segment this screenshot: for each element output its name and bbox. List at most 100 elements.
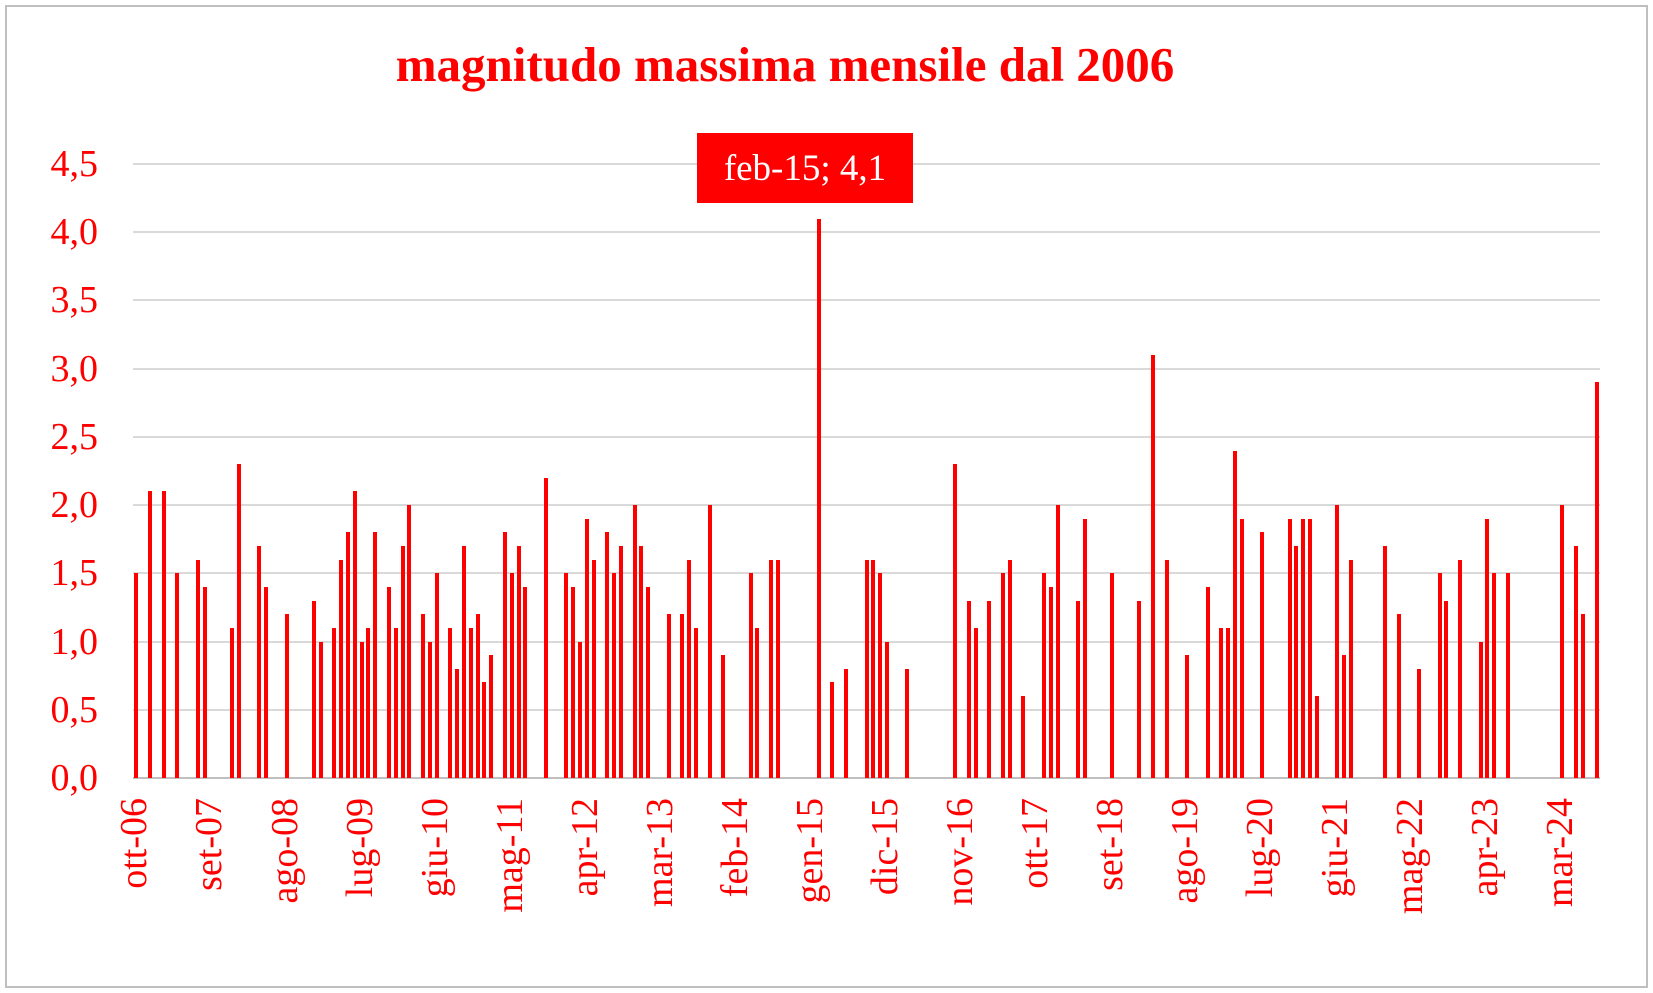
bar-mag-14[interactable] [755, 627, 760, 778]
bar-dic-16[interactable] [966, 600, 971, 778]
bar-mar-09[interactable] [332, 627, 337, 778]
bar-feb-15[interactable] [816, 218, 821, 778]
bar-ott-11[interactable] [543, 477, 548, 778]
bar-lug-21[interactable] [1342, 655, 1347, 778]
bar-mag-10[interactable] [427, 641, 432, 778]
bar-lug-12[interactable] [605, 532, 610, 778]
bar-apr-23[interactable] [1485, 518, 1490, 778]
bar-ago-12[interactable] [612, 573, 617, 778]
bar-dic-09[interactable] [393, 627, 398, 778]
bar-ago-14[interactable] [775, 559, 780, 778]
bar-apr-20[interactable] [1239, 518, 1244, 778]
bar-mar-20[interactable] [1232, 450, 1237, 778]
max-value-data-label[interactable]: feb-15; 4,1 [697, 133, 913, 203]
bar-nov-12[interactable] [632, 505, 637, 778]
bar-mag-09[interactable] [345, 532, 350, 778]
bar-mag-17[interactable] [1000, 573, 1005, 778]
bar-gen-12[interactable] [564, 573, 569, 778]
bar-mag-18[interactable] [1082, 518, 1087, 778]
bar-lug-07[interactable] [195, 559, 200, 778]
bar-feb-21[interactable] [1308, 518, 1312, 778]
bar-giu-22[interactable] [1417, 668, 1422, 778]
bar-dic-15[interactable] [884, 641, 889, 778]
bar-mar-21[interactable] [1314, 696, 1319, 778]
bar-giu-09[interactable] [352, 491, 357, 778]
bar-giu-11[interactable] [516, 546, 521, 778]
bar-gen-10[interactable] [400, 546, 405, 778]
bar-ago-19[interactable] [1185, 655, 1190, 778]
bar-nov-20[interactable] [1287, 518, 1292, 778]
bar-ago-08[interactable] [284, 614, 289, 778]
bar-dic-22[interactable] [1458, 559, 1463, 778]
bar-apr-07[interactable] [175, 573, 180, 778]
bar-apr-09[interactable] [339, 559, 344, 778]
bar-mag-24[interactable] [1574, 546, 1579, 778]
bar-gen-18[interactable] [1055, 505, 1060, 778]
bar-lug-13[interactable] [687, 559, 692, 778]
bar-feb-10[interactable] [407, 505, 412, 778]
bar-mar-16[interactable] [905, 668, 910, 778]
bar-gen-19[interactable] [1137, 600, 1142, 778]
bar-ago-09[interactable] [366, 627, 371, 778]
bar-feb-12[interactable] [571, 586, 576, 778]
bar-ago-17[interactable] [1021, 696, 1026, 778]
bar-apr-18[interactable] [1076, 600, 1081, 778]
bar-lug-23[interactable] [1505, 573, 1510, 778]
bar-apr-12[interactable] [584, 518, 589, 778]
bar-ott-06[interactable] [134, 573, 139, 778]
chart-title[interactable]: magnitudo massima mensile dal 2006 [395, 37, 1175, 92]
bar-giu-24[interactable] [1580, 614, 1585, 778]
bar-giu-15[interactable] [844, 668, 849, 778]
bar-lug-14[interactable] [768, 559, 773, 778]
bar-ago-07[interactable] [202, 586, 207, 778]
bar-set-10[interactable] [455, 668, 460, 778]
bar-feb-11[interactable] [489, 655, 494, 778]
bar-giu-21[interactable] [1335, 505, 1340, 778]
bar-mag-23[interactable] [1492, 573, 1497, 778]
bar-mar-23[interactable] [1478, 641, 1483, 778]
bar-gen-08[interactable] [236, 464, 241, 778]
bar-ott-13[interactable] [707, 505, 712, 778]
bar-gen-11[interactable] [482, 682, 487, 778]
bar-mar-22[interactable] [1396, 614, 1401, 778]
bar-dic-06[interactable] [148, 491, 153, 778]
bar-dic-17[interactable] [1048, 586, 1053, 778]
bar-gen-22[interactable] [1383, 546, 1388, 778]
bar-apr-14[interactable] [748, 573, 753, 778]
bar-nov-09[interactable] [386, 586, 391, 778]
bar-gen-20[interactable] [1219, 627, 1224, 778]
bar-mar-12[interactable] [577, 641, 582, 778]
bar-feb-20[interactable] [1226, 627, 1231, 778]
bar-giu-10[interactable] [434, 573, 439, 778]
bar-gen-17[interactable] [973, 627, 978, 778]
bar-ott-22[interactable] [1444, 600, 1449, 778]
bar-ago-24[interactable] [1594, 382, 1599, 778]
bar-dic-13[interactable] [721, 655, 726, 778]
bar-ott-10[interactable] [461, 546, 466, 778]
bar-mag-19[interactable] [1164, 559, 1169, 778]
bar-nov-17[interactable] [1041, 573, 1046, 778]
bar-dic-20[interactable] [1294, 546, 1299, 778]
bar-gen-21[interactable] [1301, 518, 1306, 778]
bar-dic-12[interactable] [639, 546, 644, 778]
bar-apr-10[interactable] [420, 614, 425, 778]
bar-ago-21[interactable] [1348, 559, 1353, 778]
bar-set-09[interactable] [373, 532, 378, 778]
bar-set-18[interactable] [1110, 573, 1115, 778]
bar-nov-10[interactable] [468, 627, 473, 778]
bar-apr-15[interactable] [830, 682, 835, 778]
bar-lug-09[interactable] [359, 641, 364, 778]
bar-set-22[interactable] [1437, 573, 1442, 778]
bar-giu-17[interactable] [1007, 559, 1012, 778]
bar-ago-13[interactable] [693, 627, 698, 778]
bar-gen-13[interactable] [646, 586, 651, 778]
bar-apr-11[interactable] [502, 532, 507, 778]
bar-giu-13[interactable] [680, 614, 685, 778]
bar-dic-10[interactable] [475, 614, 480, 778]
bar-mar-17[interactable] [987, 600, 992, 778]
bar-ago-10[interactable] [448, 627, 453, 778]
bar-mag-08[interactable] [264, 586, 269, 778]
bar-feb-07[interactable] [161, 491, 166, 778]
bar-dic-07[interactable] [229, 627, 234, 778]
bar-lug-11[interactable] [523, 586, 528, 778]
